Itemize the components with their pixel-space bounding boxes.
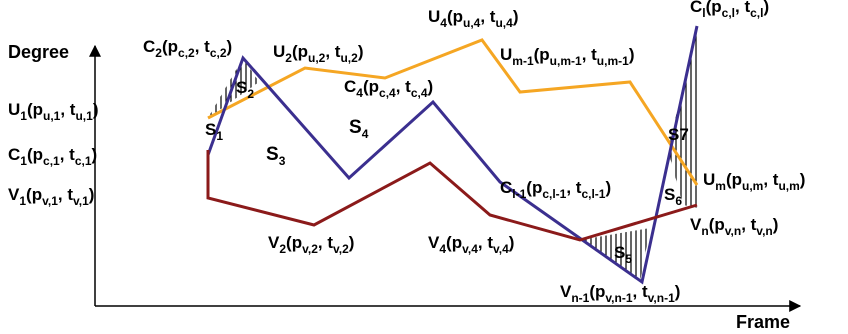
middle-curve-c [206, 25, 699, 285]
point-label-cl: Cl(pc,l, tc,l) [690, 0, 769, 20]
region-label-s5: S5 [614, 243, 632, 266]
point-label-u4: U4(pu,4, tu,4) [428, 7, 518, 30]
point-label-c2: C2(pc,2, tc,2) [143, 37, 232, 60]
lower-curve-v [206, 150, 698, 242]
point-label-um1: Um-1(pu,m-1, tu,m-1) [500, 45, 634, 68]
region-label-s2: S2 [236, 78, 254, 101]
point-label-v1: V1(pv,1, tv,1) [8, 185, 94, 208]
point-label-u2: U2(pu,2, tu,2) [273, 42, 363, 65]
point-label-c4: C4(pc,4, tc,4) [344, 77, 433, 100]
region-label-s6: S6 [664, 185, 682, 208]
point-label-vn: Vn(pv,n, tv,n) [690, 215, 778, 238]
point-label-v4: V4(pv,4, tv,4) [428, 233, 514, 256]
hatched-region-s5 [580, 228, 650, 282]
point-label-cl1: Cl-1(pc,l-1, tc,l-1) [500, 178, 611, 201]
upper-curve-u [207, 38, 699, 186]
y-axis-title: Degree [8, 42, 69, 62]
point-label-um: Um(pu,m, tu,m) [703, 170, 805, 193]
region-label-s1: S1 [205, 120, 223, 143]
region-label-s4: S4 [349, 117, 369, 141]
region-label-s3: S3 [266, 144, 286, 168]
point-label-vn1: Vn-1(pv,n-1, tv,n-1) [560, 282, 680, 305]
point-label-u1: U1(pu,1, tu,1) [8, 100, 98, 123]
point-label-v2: V2(pv,2, tv,2) [268, 233, 354, 256]
hatched-region-s7 [668, 26, 698, 208]
region-label-s7: S7 [668, 125, 689, 144]
x-axis-title: Frame [736, 312, 790, 332]
point-label-c1: C1(pc,1, tc,1) [8, 145, 97, 168]
